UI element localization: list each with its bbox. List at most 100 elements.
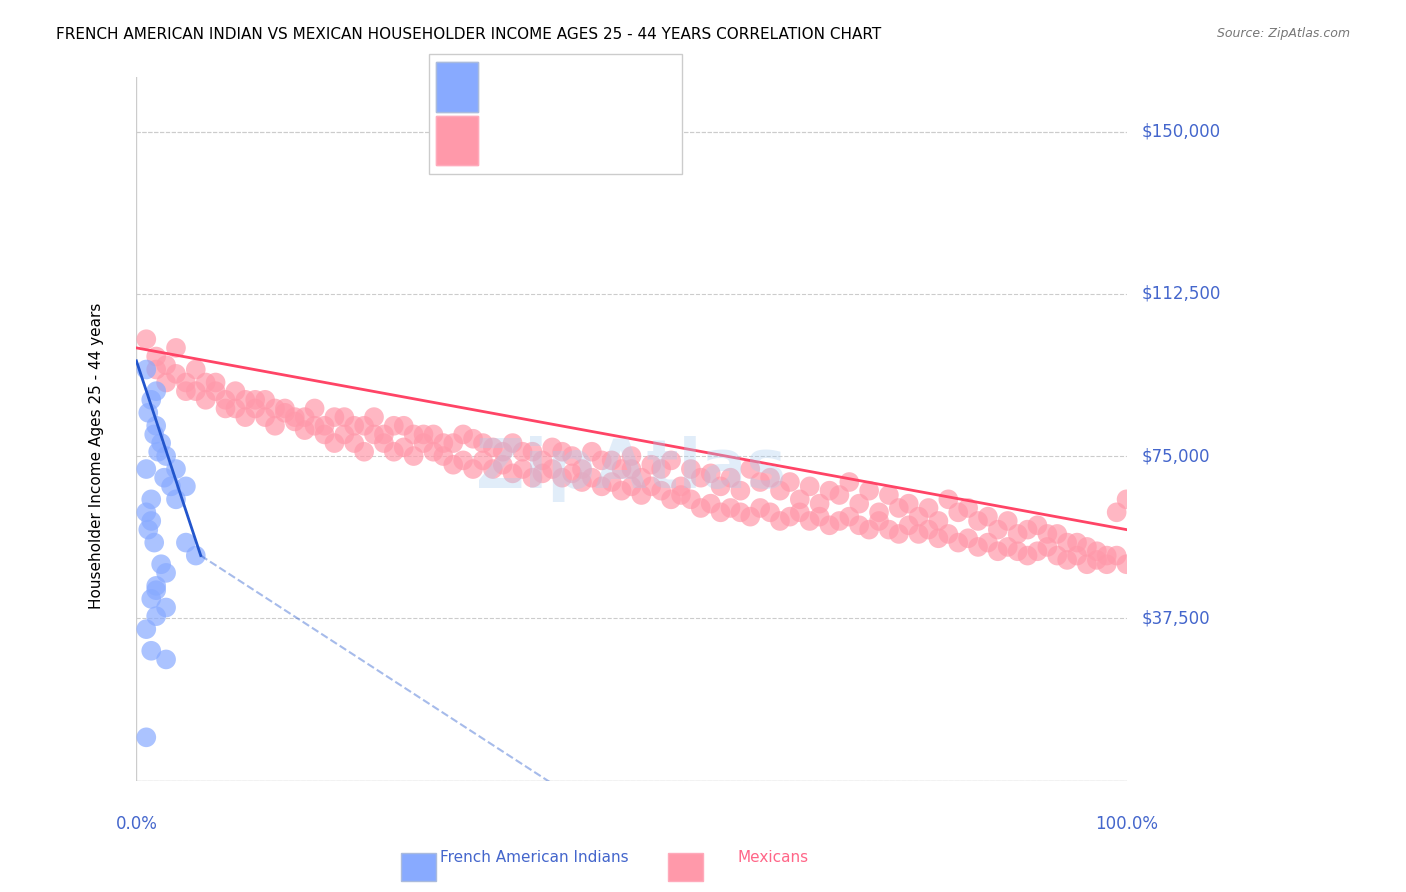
Point (373, 436, 395, 450)
Point (779, 509, 801, 524)
Point (531, 467, 554, 481)
Point (610, 462, 633, 476)
Point (868, 514, 890, 528)
Point (1046, 549, 1069, 563)
Point (659, 453, 682, 467)
Text: N =: N = (598, 131, 631, 145)
Text: N =: N = (598, 78, 631, 92)
Point (141, 514, 163, 528)
Point (343, 418, 366, 433)
Point (512, 444, 534, 458)
Point (650, 462, 672, 476)
Point (323, 436, 346, 450)
Point (254, 392, 277, 407)
Point (155, 566, 177, 580)
Point (659, 492, 682, 507)
Point (1105, 549, 1128, 563)
Point (146, 444, 169, 458)
Point (1036, 527, 1059, 541)
Point (214, 401, 236, 416)
Text: $75,000: $75,000 (1142, 447, 1211, 465)
Point (541, 441, 564, 455)
Point (720, 500, 742, 515)
Point (145, 609, 167, 624)
Point (432, 436, 454, 450)
Point (650, 483, 672, 498)
Point (135, 462, 157, 476)
Point (600, 453, 623, 467)
Point (204, 376, 226, 390)
Text: 33: 33 (640, 78, 661, 92)
Point (620, 462, 643, 476)
Point (600, 475, 623, 489)
Point (571, 475, 593, 489)
Point (155, 600, 177, 615)
Point (858, 523, 880, 537)
Point (382, 418, 405, 433)
Point (155, 449, 177, 463)
Point (977, 535, 1000, 549)
Point (1007, 527, 1029, 541)
Point (135, 505, 157, 519)
Point (141, 492, 163, 507)
Point (304, 418, 326, 433)
Point (948, 535, 970, 549)
Point (551, 471, 574, 485)
Point (135, 332, 157, 346)
Point (214, 392, 236, 407)
Point (333, 427, 356, 442)
Point (412, 436, 434, 450)
Text: Mexicans: Mexicans (738, 850, 808, 865)
Point (1066, 549, 1088, 563)
Point (571, 462, 593, 476)
Point (274, 401, 297, 416)
Point (461, 462, 484, 476)
Point (679, 462, 702, 476)
Point (363, 427, 385, 442)
Point (808, 509, 831, 524)
Text: FRENCH AMERICAN INDIAN VS MEXICAN HOUSEHOLDER INCOME AGES 25 - 44 YEARS CORRELAT: FRENCH AMERICAN INDIAN VS MEXICAN HOUSEH… (56, 27, 882, 42)
Point (522, 471, 544, 485)
Point (451, 453, 474, 467)
Point (987, 544, 1010, 558)
Point (502, 436, 524, 450)
Point (233, 410, 256, 425)
Point (769, 514, 792, 528)
Point (392, 418, 415, 433)
Point (143, 535, 166, 549)
Point (254, 410, 277, 425)
Point (174, 479, 197, 493)
Point (730, 483, 752, 498)
Point (373, 427, 395, 442)
Point (789, 492, 811, 507)
Point (1017, 549, 1039, 563)
Point (799, 514, 821, 528)
Point (143, 427, 166, 442)
Point (987, 523, 1010, 537)
Point (927, 514, 949, 528)
Point (441, 458, 464, 472)
Point (531, 453, 554, 467)
Point (936, 527, 959, 541)
Point (294, 423, 316, 437)
Point (620, 479, 643, 493)
Text: Householder Income Ages 25 - 44 years: Householder Income Ages 25 - 44 years (89, 303, 104, 609)
Point (184, 549, 207, 563)
Point (422, 427, 444, 442)
Point (512, 462, 534, 476)
Point (907, 527, 929, 541)
Point (848, 497, 870, 511)
Point (145, 384, 167, 399)
Point (150, 558, 173, 572)
Point (610, 483, 633, 498)
Point (927, 531, 949, 545)
Point (1076, 540, 1098, 554)
Point (135, 731, 157, 745)
Point (432, 449, 454, 463)
Text: R =: R = (485, 131, 519, 145)
Point (561, 449, 583, 463)
Point (160, 479, 183, 493)
Point (492, 444, 515, 458)
Point (561, 467, 583, 481)
Point (1026, 518, 1049, 533)
